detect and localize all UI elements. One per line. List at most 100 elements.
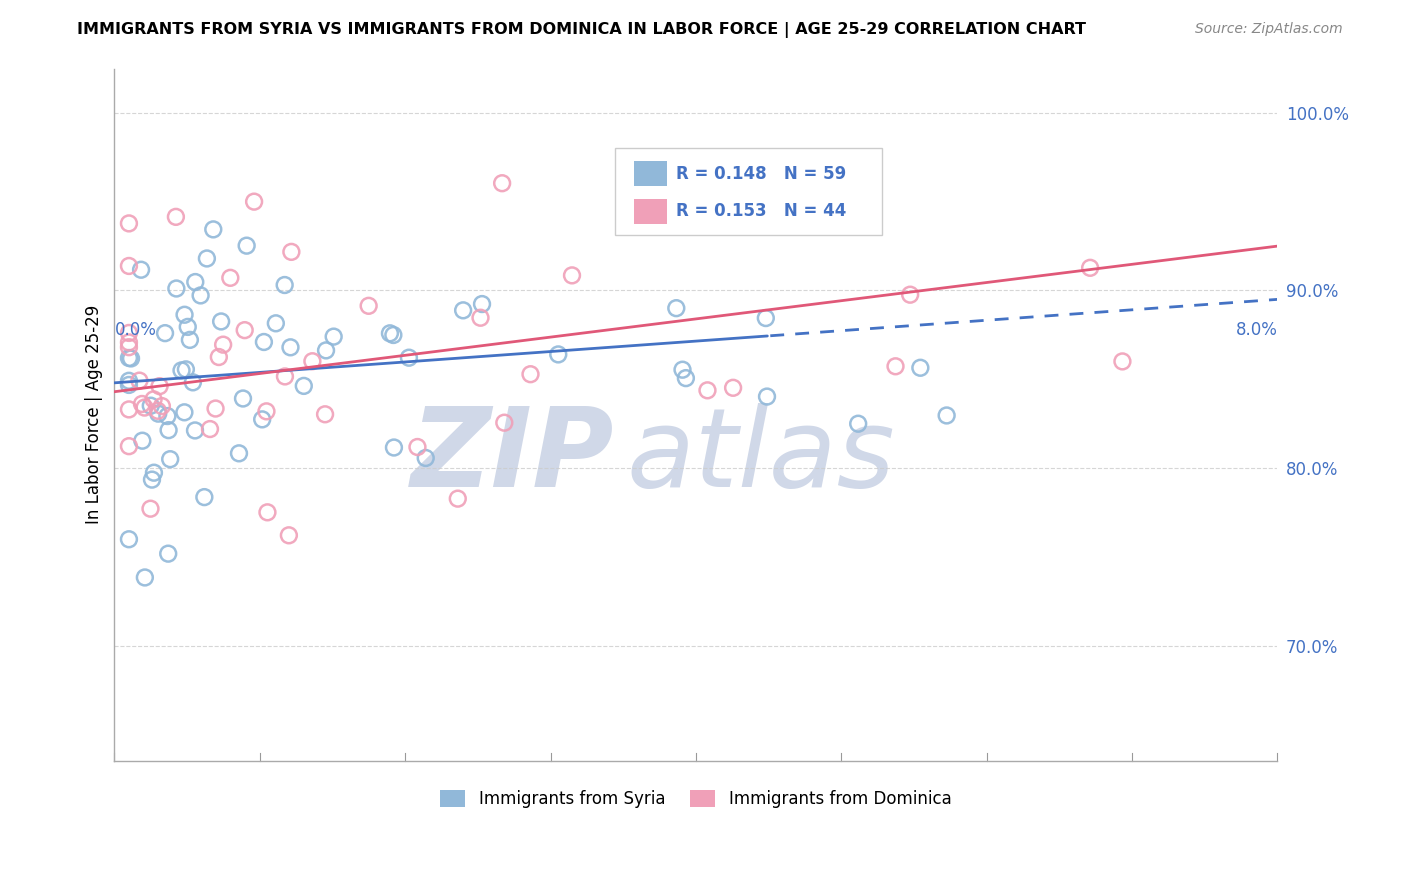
- Point: [141, 473, 163, 487]
- Point: [547, 347, 569, 361]
- Point: [134, 401, 156, 415]
- Point: [264, 316, 287, 330]
- Point: [181, 376, 204, 390]
- FancyBboxPatch shape: [614, 148, 882, 235]
- Point: [253, 334, 276, 349]
- Point: [118, 439, 141, 453]
- Point: [519, 368, 541, 382]
- Point: [398, 351, 420, 365]
- Text: atlas: atlas: [626, 403, 894, 510]
- Point: [204, 401, 226, 416]
- Text: 8.0%: 8.0%: [1236, 321, 1278, 339]
- Point: [118, 259, 141, 273]
- Point: [256, 404, 278, 418]
- Point: [219, 270, 242, 285]
- Point: [382, 441, 405, 455]
- Point: [153, 326, 176, 340]
- Point: [846, 417, 869, 431]
- Point: [134, 570, 156, 584]
- Point: [118, 402, 141, 417]
- Point: [118, 533, 141, 547]
- Point: [157, 547, 180, 561]
- Point: [378, 326, 401, 341]
- Point: [382, 328, 405, 343]
- Bar: [634, 161, 666, 186]
- Point: [280, 244, 302, 259]
- Point: [756, 390, 779, 404]
- Point: [139, 399, 162, 413]
- Point: [280, 340, 302, 354]
- Point: [118, 216, 141, 230]
- Point: [190, 288, 212, 302]
- Point: [292, 379, 315, 393]
- Point: [235, 238, 257, 252]
- Point: [156, 409, 179, 423]
- Point: [212, 337, 235, 351]
- Point: [198, 422, 221, 436]
- Point: [159, 452, 181, 467]
- Point: [675, 371, 697, 385]
- Text: R = 0.153   N = 44: R = 0.153 N = 44: [676, 202, 846, 220]
- Point: [315, 343, 337, 358]
- Point: [357, 299, 380, 313]
- Legend: Immigrants from Syria, Immigrants from Dominica: Immigrants from Syria, Immigrants from D…: [434, 783, 957, 815]
- Point: [157, 423, 180, 437]
- Point: [250, 412, 273, 426]
- Point: [131, 434, 153, 448]
- Point: [209, 314, 232, 328]
- Point: [277, 528, 299, 542]
- Point: [471, 297, 494, 311]
- Point: [314, 407, 336, 421]
- Point: [451, 303, 474, 318]
- Point: [177, 319, 200, 334]
- Point: [120, 351, 142, 366]
- Point: [118, 326, 141, 340]
- Point: [243, 194, 266, 209]
- Point: [665, 301, 688, 315]
- Point: [202, 222, 225, 236]
- Point: [755, 311, 778, 326]
- Y-axis label: In Labor Force | Age 25-29: In Labor Force | Age 25-29: [86, 305, 103, 524]
- Point: [301, 354, 323, 368]
- Point: [193, 490, 215, 504]
- Point: [406, 440, 429, 454]
- Point: [195, 252, 218, 266]
- Text: ZIP: ZIP: [411, 403, 614, 510]
- Bar: [634, 199, 666, 224]
- Point: [142, 392, 165, 407]
- Point: [118, 335, 141, 350]
- Point: [150, 399, 173, 413]
- Text: Source: ZipAtlas.com: Source: ZipAtlas.com: [1195, 22, 1343, 37]
- Point: [174, 362, 197, 376]
- Point: [129, 262, 152, 277]
- Point: [898, 287, 921, 301]
- Point: [1078, 260, 1101, 275]
- Point: [165, 210, 187, 224]
- Point: [935, 409, 957, 423]
- Point: [148, 407, 170, 421]
- Point: [170, 363, 193, 377]
- Text: R = 0.148   N = 59: R = 0.148 N = 59: [676, 165, 846, 183]
- Point: [131, 397, 153, 411]
- Point: [415, 450, 437, 465]
- Point: [173, 308, 195, 322]
- Point: [139, 501, 162, 516]
- Point: [322, 329, 344, 343]
- Text: 0.0%: 0.0%: [114, 321, 156, 339]
- Point: [494, 416, 516, 430]
- Point: [491, 176, 513, 190]
- Point: [179, 333, 201, 347]
- Point: [561, 268, 583, 283]
- Point: [233, 323, 256, 337]
- Point: [184, 424, 207, 438]
- Point: [273, 278, 295, 293]
- Point: [884, 359, 907, 374]
- Point: [165, 281, 187, 295]
- Point: [184, 275, 207, 289]
- Point: [173, 405, 195, 419]
- Point: [1111, 354, 1133, 368]
- Point: [696, 384, 718, 398]
- Point: [208, 350, 231, 364]
- Point: [447, 491, 470, 506]
- Point: [228, 446, 250, 460]
